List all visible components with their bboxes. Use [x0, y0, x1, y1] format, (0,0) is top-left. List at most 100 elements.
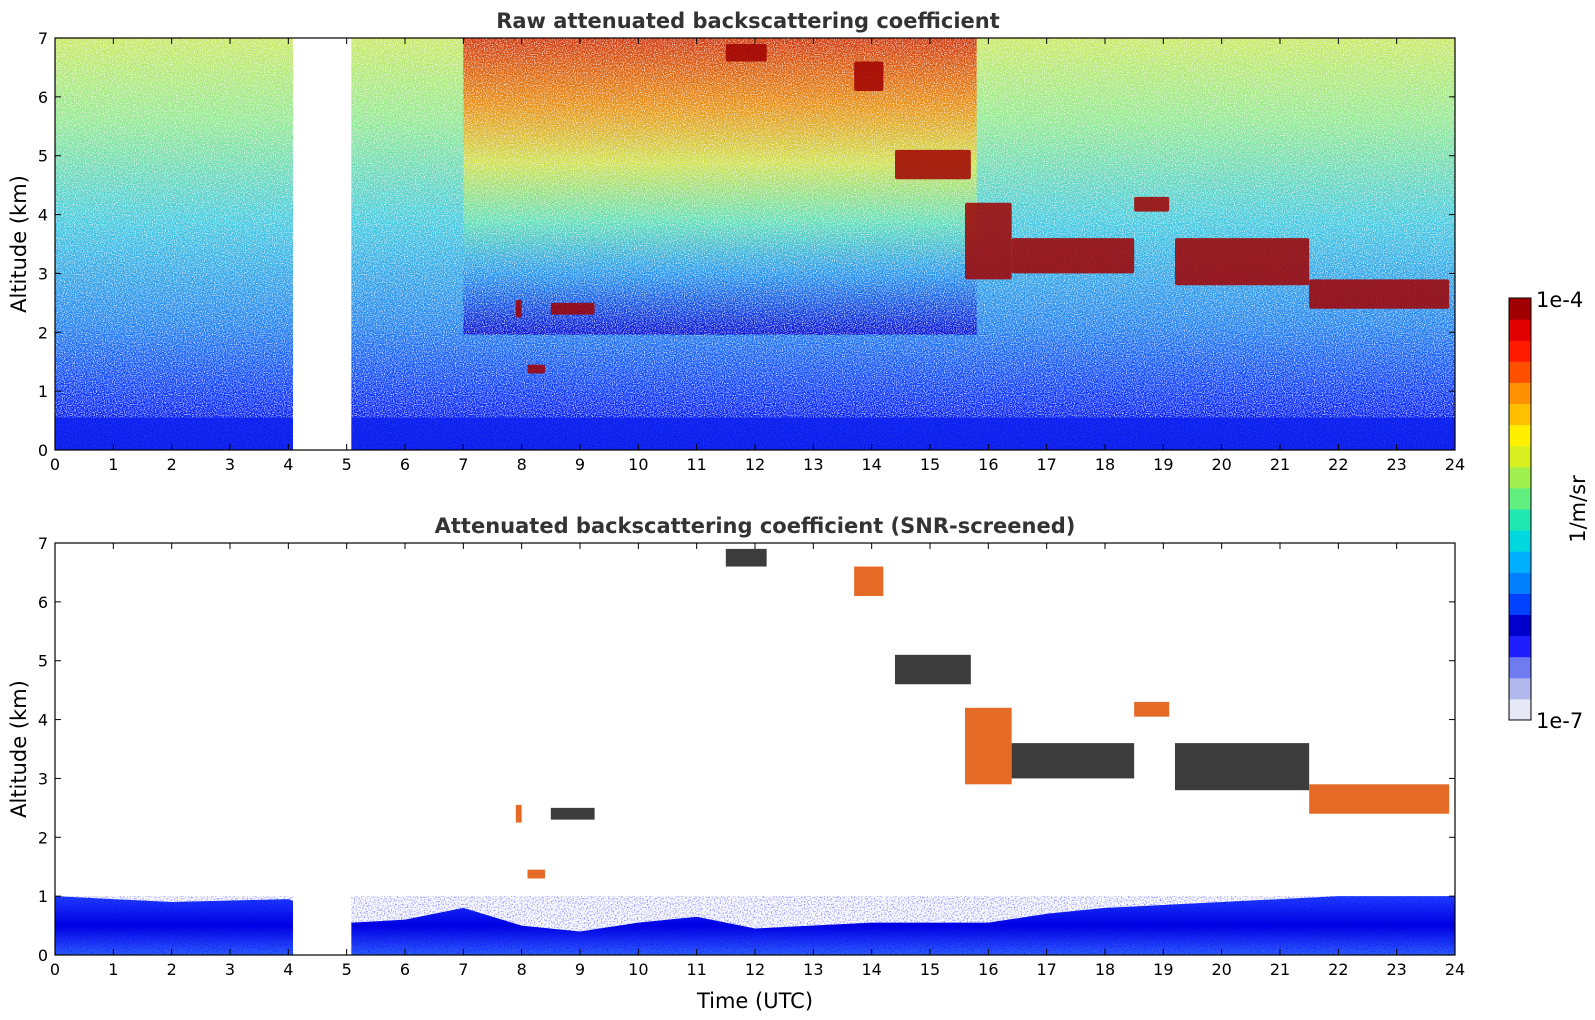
raw-x-tick-label: 20 [1211, 455, 1231, 474]
snr-x-tick-label: 24 [1445, 960, 1465, 979]
snr-x-tick-label: 16 [978, 960, 998, 979]
raw-x-tick-label: 15 [920, 455, 940, 474]
snr-x-tick-label: 22 [1328, 960, 1348, 979]
snr-x-tick-label: 18 [1095, 960, 1115, 979]
snr-cloud-layer [1309, 784, 1450, 814]
snr-backscatter-panel: Attenuated backscattering coefficient (S… [7, 514, 1465, 1013]
snr-y-tick-label: 0 [38, 946, 48, 965]
colorbar-swatch [1509, 614, 1531, 637]
raw-x-tick-label: 1 [108, 455, 118, 474]
raw-x-tick-label: 22 [1328, 455, 1348, 474]
snr-cloud-layer [854, 566, 884, 596]
raw-cloud-layer [1309, 279, 1450, 309]
snr-x-tick-label: 3 [225, 960, 235, 979]
snr-x-tick-label: 9 [575, 960, 585, 979]
colorbar-swatch [1509, 509, 1531, 531]
snr-x-tick-label: 6 [400, 960, 410, 979]
snr-y-tick-label: 5 [38, 652, 48, 671]
colorbar-swatch [1509, 487, 1531, 510]
snr-y-tick-label: 3 [38, 769, 48, 788]
snr-y-tick-label: 7 [38, 534, 48, 553]
raw-y-tick-label: 3 [38, 264, 48, 283]
colorbar-swatch [1509, 698, 1531, 721]
snr-x-tick-label: 13 [803, 960, 823, 979]
colorbar-swatch [1509, 340, 1531, 362]
raw-cloud-layer [527, 364, 545, 374]
colorbar-swatch [1509, 361, 1531, 383]
raw-cloud-layer [1134, 196, 1170, 212]
colorbar-swatch [1509, 445, 1531, 468]
snr-x-tick-label: 21 [1270, 960, 1290, 979]
raw-y-tick-label: 7 [38, 29, 48, 48]
raw-panel-title: Raw attenuated backscattering coefficien… [496, 9, 1000, 33]
raw-x-tick-label: 11 [686, 455, 706, 474]
snr-y-tick-label: 2 [38, 828, 48, 847]
snr-x-tick-label: 2 [167, 960, 177, 979]
raw-x-tick-label: 12 [745, 455, 765, 474]
snr-y-tick-label: 1 [38, 887, 48, 906]
snr-x-tick-label: 1 [108, 960, 118, 979]
raw-y-tick-label: 2 [38, 323, 48, 342]
snr-x-tick-label: 4 [283, 960, 293, 979]
raw-cloud-layer [854, 61, 884, 91]
raw-x-tick-label: 21 [1270, 455, 1290, 474]
raw-x-tick-label: 0 [50, 455, 60, 474]
snr-cloud-layer [550, 807, 595, 820]
snr-cloud-layer [1175, 743, 1310, 791]
snr-boundary-speckle [55, 896, 1455, 955]
raw-x-tick-label: 10 [628, 455, 648, 474]
raw-x-tick-label: 4 [283, 455, 293, 474]
raw-y-tick-label: 6 [38, 88, 48, 107]
snr-y-axis-label: Altitude (km) [7, 680, 31, 818]
colorbar: 1e-4 1e-7 1/m/sr [1508, 288, 1590, 733]
snr-x-tick-label: 15 [920, 960, 940, 979]
colorbar-swatch [1509, 677, 1531, 700]
colorbar-frame [1508, 297, 1532, 721]
raw-x-tick-label: 2 [167, 455, 177, 474]
snr-y-tick-label: 4 [38, 711, 48, 730]
snr-x-tick-label: 0 [50, 960, 60, 979]
colorbar-swatch [1509, 403, 1531, 426]
raw-x-tick-label: 17 [1036, 455, 1056, 474]
raw-x-tick-label: 19 [1153, 455, 1173, 474]
colorbar-swatch [1509, 635, 1531, 658]
raw-x-tick-label: 7 [458, 455, 468, 474]
raw-x-tick-label: 3 [225, 455, 235, 474]
raw-cloud-layer [515, 299, 522, 318]
colorbar-swatch [1509, 656, 1531, 679]
raw-x-tick-label: 13 [803, 455, 823, 474]
raw-x-tick-label: 8 [517, 455, 527, 474]
colorbar-unit-label: 1/m/sr [1566, 475, 1590, 543]
snr-cloud-layer [895, 654, 971, 685]
raw-y-tick-label: 1 [38, 382, 48, 401]
raw-y-tick-label: 5 [38, 147, 48, 166]
colorbar-swatch [1509, 466, 1531, 489]
raw-x-tick-label: 14 [861, 455, 881, 474]
snr-x-tick-label: 10 [628, 960, 648, 979]
snr-cloud-layer [725, 548, 767, 567]
snr-x-tick-label: 19 [1153, 960, 1173, 979]
snr-cloud-layer [1134, 701, 1170, 717]
colorbar-min-label: 1e-7 [1536, 709, 1583, 733]
colorbar-swatch [1509, 572, 1531, 594]
snr-cloud-layer [527, 869, 545, 879]
raw-cloud-layer [725, 43, 767, 62]
snr-data-gap [293, 543, 352, 955]
colorbar-swatch [1509, 530, 1531, 552]
colorbar-swatch [1509, 424, 1531, 447]
colorbar-swatch [1509, 319, 1531, 341]
raw-cloud-layer [965, 202, 1012, 280]
snr-x-tick-label: 23 [1386, 960, 1406, 979]
raw-x-tick-label: 5 [342, 455, 352, 474]
snr-x-tick-label: 8 [517, 960, 527, 979]
colorbar-swatch [1509, 551, 1531, 573]
raw-x-tick-label: 24 [1445, 455, 1465, 474]
raw-cloud-layer [1011, 238, 1135, 274]
raw-x-tick-label: 23 [1386, 455, 1406, 474]
snr-x-tick-label: 11 [686, 960, 706, 979]
snr-cloud-layer [1011, 743, 1135, 779]
snr-x-tick-label: 14 [861, 960, 881, 979]
snr-x-tick-label: 12 [745, 960, 765, 979]
raw-backscatter-panel: Raw attenuated backscattering coefficien… [7, 9, 1465, 474]
snr-cloud-layer [515, 804, 522, 823]
